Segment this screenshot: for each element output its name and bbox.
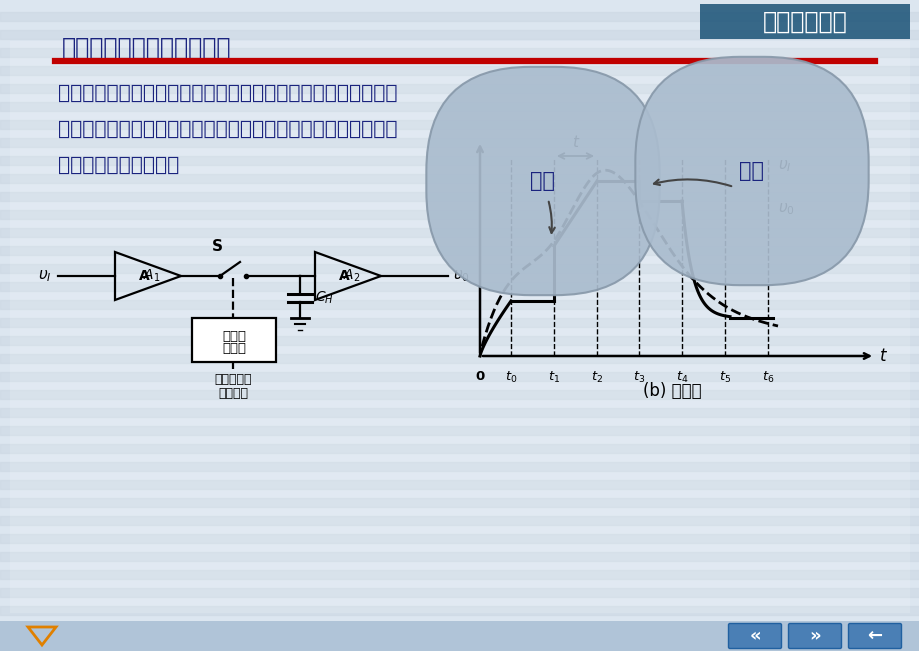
Text: t: t [572,135,578,150]
Text: S: S [211,239,222,254]
Text: $t_2$: $t_2$ [590,370,602,385]
Text: $t_1$: $t_1$ [548,370,560,385]
Text: $t_3$: $t_3$ [632,370,644,385]
Text: 采得模拟信号转换为数字信号都需要一定时间，为了给后续的量: 采得模拟信号转换为数字信号都需要一定时间，为了给后续的量 [58,83,397,102]
FancyBboxPatch shape [699,4,909,39]
FancyBboxPatch shape [847,624,901,648]
Text: t: t [879,347,886,365]
Text: $t_4$: $t_4$ [675,370,687,385]
Text: $A_1$: $A_1$ [143,268,161,284]
Text: $υ_I$: $υ_I$ [777,158,791,174]
Text: ←: ← [867,627,881,645]
Text: 采样一保持: 采样一保持 [214,373,252,386]
Text: 开关驱: 开关驱 [221,329,245,342]
Text: $υ_0$: $υ_0$ [452,268,470,284]
Text: $υ_I$: $υ_I$ [39,268,52,284]
Text: (b) 波形图: (b) 波形图 [642,382,701,400]
Text: 采样: 采样 [530,171,555,191]
Text: «: « [748,627,760,645]
Text: 湖北民族学院: 湖北民族学院 [762,10,846,34]
Text: $t_0$: $t_0$ [505,370,516,385]
Text: 0: 0 [475,370,484,383]
Text: $C_H$: $C_H$ [314,290,334,306]
Text: $A_2$: $A_2$ [343,268,360,284]
FancyBboxPatch shape [788,624,841,648]
Text: 取样与保持电路及工作原理: 取样与保持电路及工作原理 [62,36,232,60]
Text: $t_5$: $t_5$ [718,370,731,385]
Text: 拟信号保持一段时间。: 拟信号保持一段时间。 [58,156,179,174]
Text: A: A [339,269,350,283]
FancyBboxPatch shape [0,621,919,651]
Text: 化编码过程提供一个稳定的值，在取样电路后要求将所采样的模: 化编码过程提供一个稳定的值，在取样电路后要求将所采样的模 [58,120,397,139]
FancyBboxPatch shape [728,624,780,648]
Text: $υ_0$: $υ_0$ [777,201,794,217]
Text: 动电路: 动电路 [221,342,245,355]
Text: 控制电路: 控制电路 [218,387,248,400]
FancyBboxPatch shape [192,318,276,362]
Text: 保持: 保持 [739,161,764,181]
Text: $t_6$: $t_6$ [761,370,774,385]
Text: A: A [139,269,150,283]
Text: »: » [808,627,820,645]
FancyBboxPatch shape [10,41,909,613]
